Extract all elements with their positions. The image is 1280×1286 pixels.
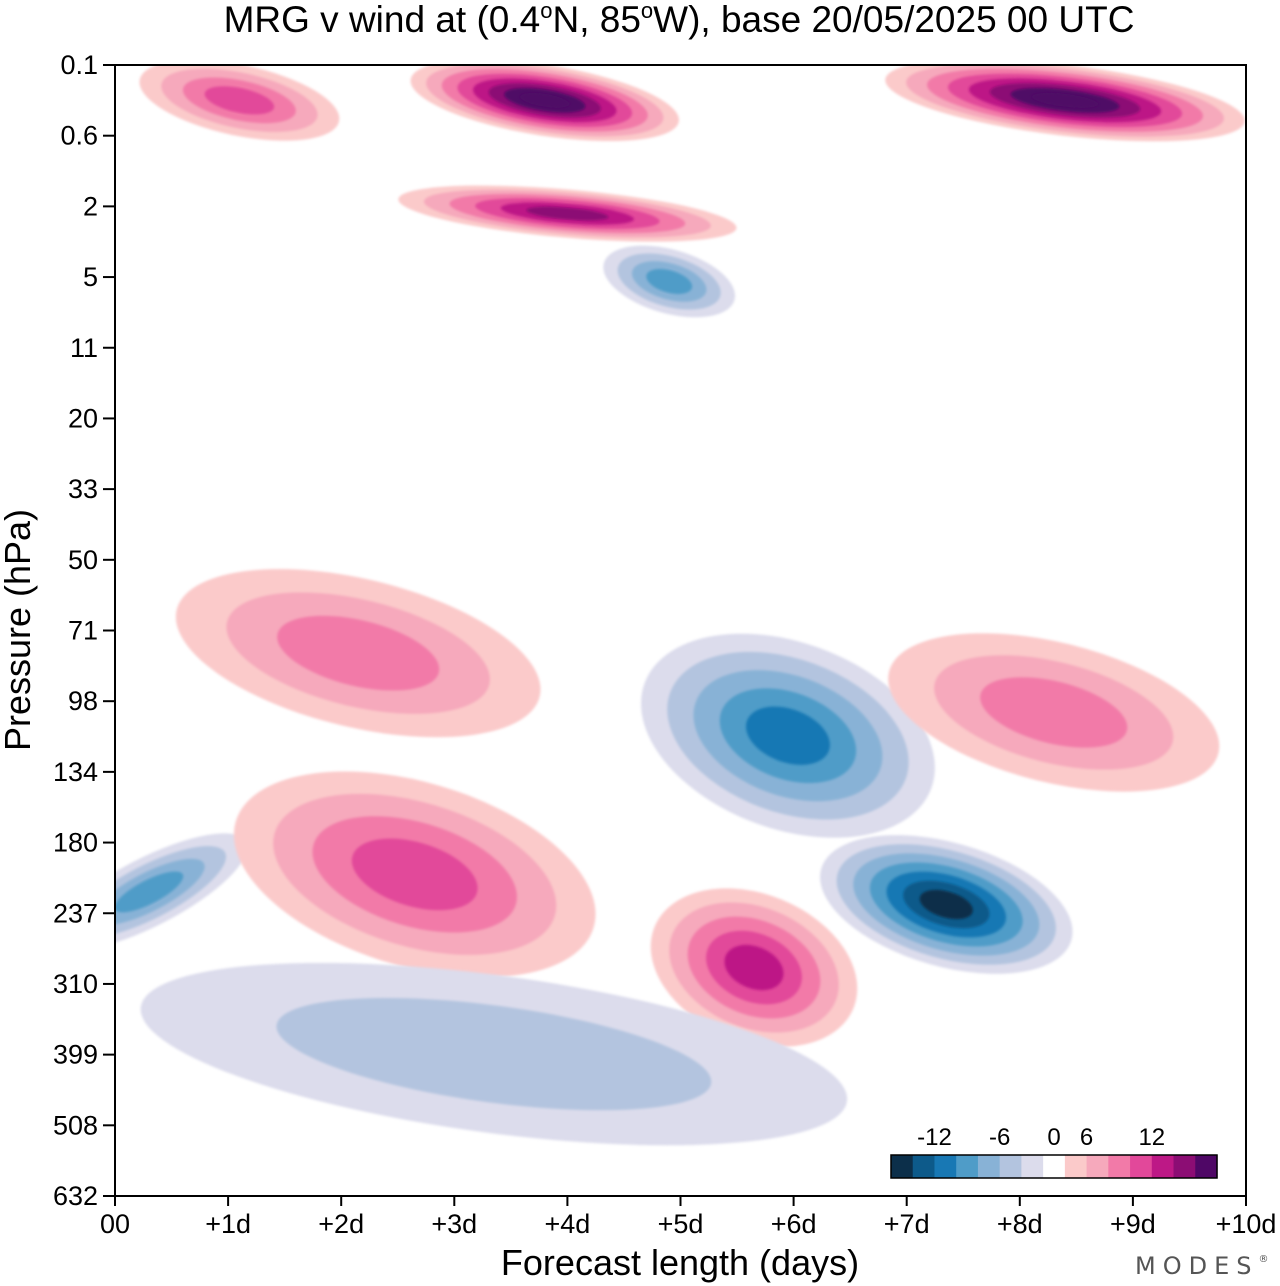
colorbar-cell	[999, 1155, 1022, 1178]
x-tick-label: +9d	[1110, 1209, 1156, 1239]
y-tick-label: 71	[68, 616, 98, 646]
colorbar-cell	[1064, 1155, 1088, 1178]
negative-contour	[646, 269, 693, 294]
colorbar-cell	[1086, 1155, 1109, 1178]
positive-contour	[724, 944, 784, 991]
colorbar-cell	[1173, 1155, 1196, 1178]
y-axis-label: Pressure (hPa)	[0, 509, 38, 751]
colorbar-cell	[1021, 1155, 1044, 1178]
negative-contour	[115, 871, 184, 913]
y-tick-label: 98	[68, 686, 98, 716]
y-axis: 0.1 0.6 2 5 11 20 33 50 71 98 134 180 237 310 399 508 63…	[53, 50, 115, 1211]
x-tick-label: +6d	[771, 1209, 817, 1239]
y-tick-label: 0.1	[60, 50, 98, 80]
y-tick-label: 33	[68, 474, 98, 504]
y-tick-label: 50	[68, 545, 98, 575]
x-axis-label: Forecast length (days)	[501, 1242, 859, 1283]
y-tick-label: 180	[53, 828, 98, 858]
y-tick-label: 0.6	[60, 121, 98, 151]
y-tick-label: 632	[53, 1181, 98, 1211]
y-tick-label: 5	[83, 262, 98, 292]
colorbar-cell	[912, 1155, 936, 1178]
y-tick-label: 134	[53, 757, 98, 787]
positive-contour	[519, 92, 570, 108]
contour-field	[115, 65, 1245, 1146]
x-tick-label: +7d	[884, 1209, 930, 1239]
colorbar: -12 -6 0 6 12	[890, 1124, 1218, 1179]
x-tick-label: +3d	[431, 1209, 477, 1239]
modes-logo: MODES®	[1135, 1252, 1275, 1280]
negative-contour	[919, 889, 973, 920]
positive-contour	[351, 838, 478, 911]
y-tick-label: 399	[53, 1040, 98, 1070]
colorbar-tick-label: -6	[989, 1124, 1010, 1151]
colorbar-cell	[977, 1155, 1001, 1178]
negative-contour	[276, 997, 712, 1111]
y-tick-label: 508	[53, 1110, 98, 1140]
colorbar-tick-label: 6	[1080, 1124, 1093, 1151]
y-tick-label: 11	[70, 333, 98, 363]
positive-contour	[204, 86, 275, 115]
colorbar-frame	[890, 1154, 1218, 1179]
colorbar-cell	[956, 1155, 979, 1178]
colorbar-tick-label: 0	[1047, 1124, 1060, 1151]
positive-contour	[526, 206, 609, 221]
colorbar-cell	[891, 1155, 914, 1178]
x-tick-label: +10d	[1216, 1209, 1277, 1239]
colorbar-cell	[1130, 1155, 1153, 1178]
x-tick-label: +8d	[997, 1209, 1043, 1239]
positive-contour	[1031, 92, 1099, 108]
colorbar-cell	[1043, 1155, 1066, 1178]
chart-title: MRG v wind at (0.4oN, 85oW), base 20/05/…	[224, 0, 1135, 40]
x-tick-label: +1d	[205, 1209, 251, 1239]
colorbar-tick-label: -12	[917, 1124, 952, 1151]
x-tick-label: 00	[100, 1209, 130, 1239]
x-axis: 00 +1d +2d +3d +4d +5d +6d +7d +8d +9d +10d	[100, 1196, 1276, 1239]
x-tick-label: +4d	[544, 1209, 590, 1239]
colorbar-cell	[1195, 1155, 1218, 1178]
y-tick-label: 237	[53, 898, 98, 928]
colorbar-cell	[1151, 1155, 1175, 1178]
positive-contour	[980, 677, 1128, 748]
colorbar-cell	[1108, 1155, 1131, 1178]
y-tick-label: 2	[83, 191, 98, 221]
y-tick-label: 20	[68, 403, 98, 433]
colorbar-cell	[934, 1155, 957, 1178]
positive-contour	[277, 615, 440, 691]
y-tick-label: 310	[53, 969, 98, 999]
x-tick-label: +5d	[658, 1209, 704, 1239]
x-tick-label: +2d	[318, 1209, 364, 1239]
colorbar-tick-label: 12	[1138, 1124, 1165, 1151]
plot-area	[115, 65, 1246, 1196]
negative-contour	[745, 706, 830, 765]
